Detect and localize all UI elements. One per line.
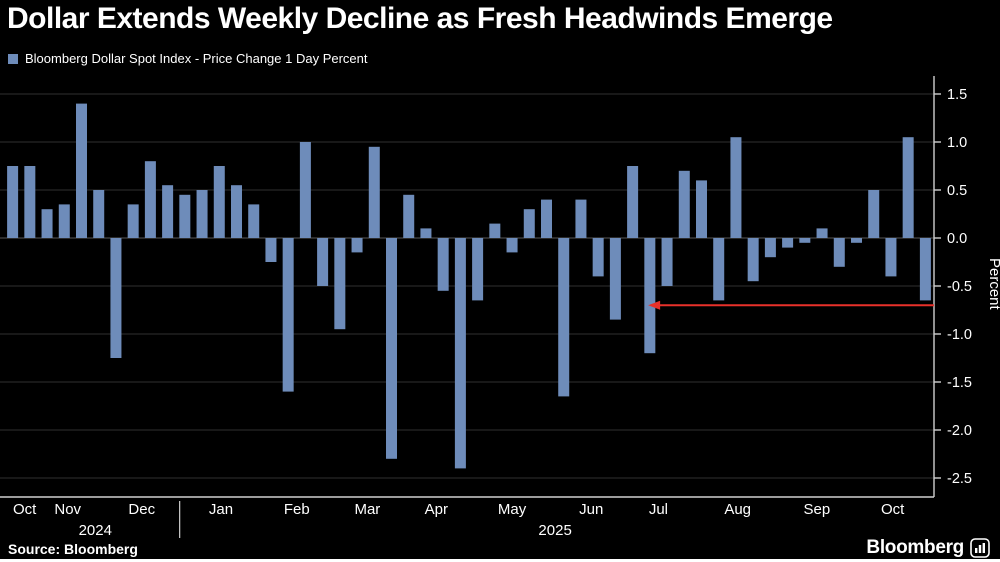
bar <box>7 166 19 238</box>
page-title: Dollar Extends Weekly Decline as Fresh H… <box>7 2 833 35</box>
bar <box>162 185 174 238</box>
bar <box>58 204 70 238</box>
bar <box>609 238 621 320</box>
x-year-label: 2025 <box>538 522 571 539</box>
bar <box>24 166 36 238</box>
x-month-label: Oct <box>881 501 905 518</box>
x-month-label: Nov <box>54 501 81 518</box>
x-year-label: 2024 <box>79 522 112 539</box>
bottom-divider <box>0 559 1000 562</box>
bar <box>196 190 208 238</box>
bar <box>799 238 811 243</box>
bar <box>902 137 914 238</box>
bar <box>472 238 484 301</box>
chart-legend: Bloomberg Dollar Spot Index - Price Chan… <box>8 51 368 66</box>
bar <box>713 238 725 301</box>
x-month-label: Jun <box>579 501 603 518</box>
x-month-label: Mar <box>354 501 380 518</box>
y-tick-label: -1.5 <box>947 375 972 391</box>
bar <box>575 199 587 238</box>
bar <box>523 209 535 238</box>
trend-arrow-head <box>648 300 661 310</box>
y-tick-label: -2.0 <box>947 423 972 439</box>
bar <box>437 238 449 291</box>
y-tick-label: 1.0 <box>947 135 967 151</box>
source-attribution: Source: Bloomberg <box>8 541 138 557</box>
bar <box>506 238 518 253</box>
bar <box>231 185 242 238</box>
x-month-label: May <box>498 501 527 518</box>
x-month-label: Jul <box>649 501 668 518</box>
bar <box>816 228 828 238</box>
bar <box>782 238 794 248</box>
bar <box>851 238 862 243</box>
bar <box>127 204 139 238</box>
bar <box>678 170 690 238</box>
bar <box>919 238 931 301</box>
x-month-label: Jan <box>209 501 233 518</box>
bar <box>110 238 122 358</box>
bar <box>144 161 156 238</box>
x-month-label: Sep <box>804 501 831 518</box>
bar <box>282 238 294 392</box>
bar <box>747 238 759 282</box>
bar <box>454 238 466 469</box>
bar <box>696 180 707 238</box>
bar <box>868 190 880 238</box>
bar <box>833 238 845 267</box>
bar <box>351 238 363 253</box>
y-axis-title: Percent <box>986 258 1000 311</box>
bar <box>93 190 105 238</box>
bar <box>386 238 397 459</box>
bar <box>41 209 53 238</box>
legend-swatch-icon <box>8 53 18 64</box>
y-tick-label: 0.5 <box>947 183 967 199</box>
bar <box>368 146 380 238</box>
x-month-label: Feb <box>284 501 310 518</box>
bar <box>213 166 225 238</box>
bloomberg-logo-icon <box>970 538 990 558</box>
bar <box>265 238 277 262</box>
bar <box>76 103 87 238</box>
bar <box>592 238 604 277</box>
bar <box>248 204 260 238</box>
x-month-label: Aug <box>724 501 751 518</box>
bar <box>644 238 656 354</box>
y-tick-label: -2.5 <box>947 471 972 487</box>
bar <box>179 194 191 238</box>
bar <box>299 142 311 238</box>
bar <box>489 223 501 238</box>
bar <box>420 228 432 238</box>
y-tick-label: 1.5 <box>947 87 967 103</box>
bar <box>661 238 673 286</box>
y-tick-label: -1.0 <box>947 327 972 343</box>
bloomberg-wordmark: Bloomberg <box>866 537 964 558</box>
bar <box>403 194 415 238</box>
bar <box>317 238 329 286</box>
bar <box>541 199 552 238</box>
bar <box>885 238 897 277</box>
bar <box>334 238 346 330</box>
bar <box>627 166 639 238</box>
x-month-label: Oct <box>13 501 37 518</box>
bloomberg-brand: Bloomberg <box>866 537 990 559</box>
y-tick-label: 0.0 <box>947 231 967 247</box>
bar <box>764 238 776 258</box>
bar <box>558 238 570 397</box>
y-tick-label: -0.5 <box>947 279 972 295</box>
x-month-label: Dec <box>128 501 155 518</box>
legend-label: Bloomberg Dollar Spot Index - Price Chan… <box>25 51 368 66</box>
x-month-label: Apr <box>425 501 448 518</box>
bar <box>730 137 742 238</box>
